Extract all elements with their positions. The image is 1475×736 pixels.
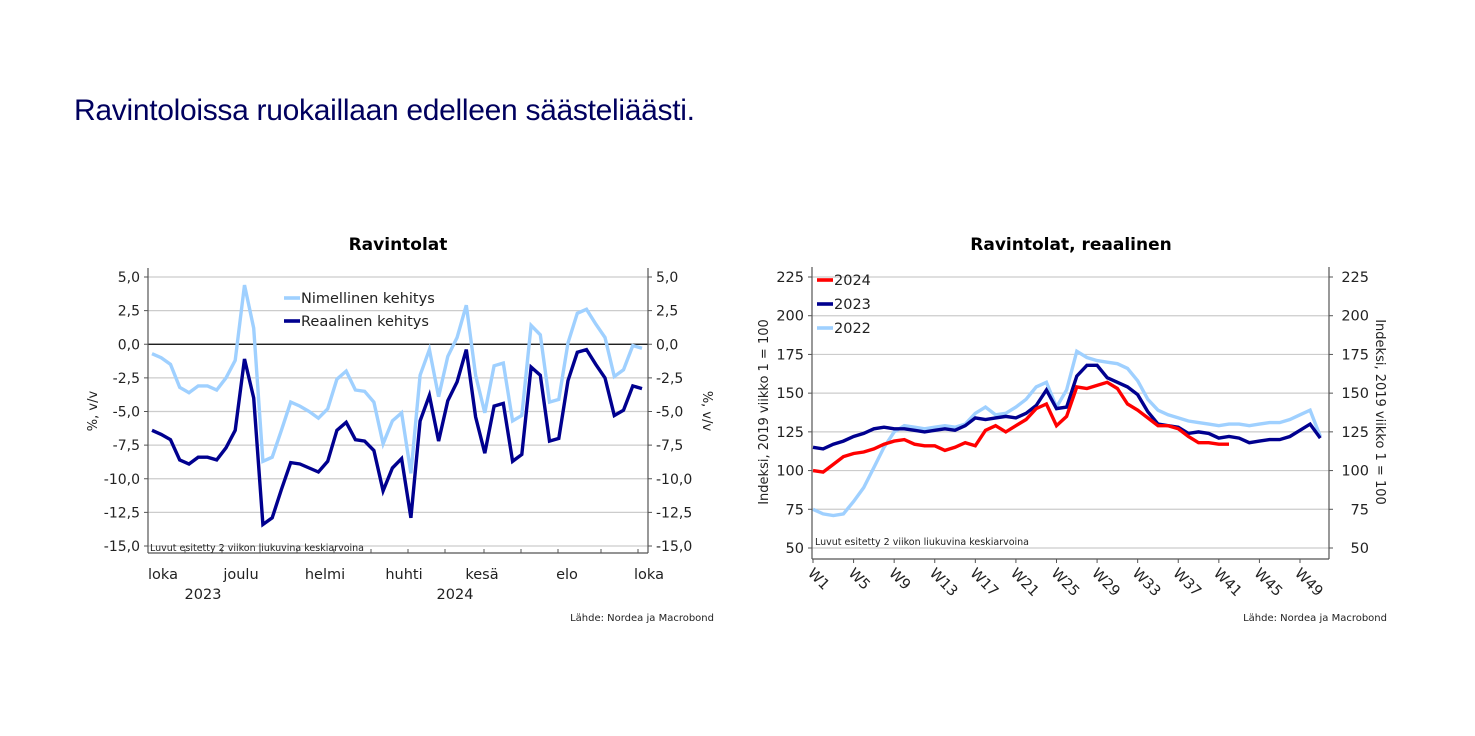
y-axis-label-right: %, v/v [699,391,714,432]
chart-source: Lähde: Nordea ja Macrobond [570,613,714,624]
y-tick-label-right: -5,0 [656,405,683,421]
y-axis-label-left: %, v/v [86,391,101,432]
y-tick-label-left: -7,5 [113,438,140,454]
legend-item: Nimellinen kehitys [284,291,435,307]
y-tick-label-left: -10,0 [104,472,140,488]
y-tick-label-right: 2,5 [656,304,678,320]
series-line-2023 [812,363,1322,451]
x-tick-label: helmi [305,567,345,583]
y-tick-label-right: -15,0 [656,539,692,555]
x-tick-label: W5 [845,566,873,594]
legend-item: Reaalinen kehitys [284,314,429,330]
x-tick-label: W37 [1169,566,1204,601]
x-tick-label: W9 [885,566,913,594]
series-line-2024 [812,380,1229,474]
x-tick-label: kesä [465,567,498,583]
y-tick-label-right: 225 [1341,270,1369,286]
series-line-nimellinen-kehitys [151,284,643,474]
chart-source: Lähde: Nordea ja Macrobond [1243,613,1387,624]
y-tick-label-left: 225 [776,270,804,286]
legend-label: Nimellinen kehitys [301,291,435,307]
x-tick-label: joulu [222,567,258,583]
year-label: 2023 [185,587,222,603]
y-tick-label-left: -2,5 [113,371,140,387]
x-tick-label: W45 [1251,566,1286,601]
x-tick-label: W21 [1007,566,1042,601]
x-tick-label: loka [148,567,178,583]
x-tick-label: W33 [1129,566,1164,601]
x-tick-label: huhti [385,567,422,583]
y-tick-label-left: 0,0 [118,337,140,353]
legend-item: 2022 [817,321,871,337]
x-tick-label: elo [556,567,578,583]
y-tick-label-left: 150 [776,386,804,402]
legend-label: 2024 [834,273,871,289]
y-axis-label-left: Indeksi, 2019 viikko 1 = 100 [757,319,772,505]
legend-label: 2022 [834,321,871,337]
y-tick-label-left: -5,0 [113,405,140,421]
y-tick-label-right: 200 [1341,309,1369,325]
chart-note: Luvut esitetty 2 viikon liukuvina keskia… [815,537,1029,548]
legend-item: 2023 [817,297,871,313]
y-tick-label-right: 75 [1351,502,1369,518]
y-tick-label-left: 2,5 [118,304,140,320]
series-line-reaalinen-kehitys [151,347,643,528]
y-tick-label-right: 125 [1341,425,1369,441]
y-tick-label-left: 75 [786,502,804,518]
legend-item: 2024 [817,273,871,289]
x-tick-label: W13 [926,566,961,601]
y-tick-label-left: 5,0 [118,270,140,286]
chart-note: Luvut esitetty 2 viikon liukuvina keskia… [150,543,364,554]
y-tick-label-left: -12,5 [104,505,140,521]
y-tick-label-right: -12,5 [656,505,692,521]
legend-label: 2023 [834,297,871,313]
y-tick-label-right: 50 [1351,541,1369,557]
chart-ravintolat: Ravintolat 5,0 5,0 2,5 2,5 0,0 0,0 -2,5 -2,5 -5,… [86,235,714,624]
y-tick-label-right: 100 [1341,464,1369,480]
y-tick-label-left: 175 [776,347,804,363]
y-tick-label-left: 125 [776,425,804,441]
y-tick-label-left: -15,0 [104,539,140,555]
x-tick-label: W49 [1291,566,1326,601]
x-tick-label: W25 [1048,566,1083,601]
x-tick-label: loka [634,567,664,583]
series-line-2022 [812,348,1322,518]
year-label: 2024 [437,587,474,603]
y-tick-label-right: 175 [1341,347,1369,363]
y-tick-label-right: 0,0 [656,337,678,353]
x-tick-label: W41 [1210,566,1245,601]
x-tick-label: W29 [1088,566,1123,601]
y-tick-label-left: 50 [786,541,804,557]
legend-label: Reaalinen kehitys [301,314,429,330]
y-tick-label-right: 5,0 [656,270,678,286]
y-tick-label-right: -2,5 [656,371,683,387]
y-tick-label-right: -10,0 [656,472,692,488]
y-tick-label-right: 150 [1341,386,1369,402]
page-headline: Ravintoloissa ruokaillaan edelleen sääst… [74,94,695,127]
chart-title: Ravintolat, reaalinen [970,235,1171,255]
chart-ravintolat-reaalinen: Ravintolat, reaalinen 225 225 200 200 175 175… [757,235,1387,624]
x-tick-label: W1 [804,566,832,594]
y-tick-label-right: -7,5 [656,438,683,454]
y-tick-label-left: 100 [776,464,804,480]
chart-title: Ravintolat [349,235,448,255]
x-tick-label: W17 [967,566,1002,601]
y-axis-label-right: Indeksi, 2019 viikko 1 = 100 [1372,319,1387,505]
y-tick-label-left: 200 [776,309,804,325]
